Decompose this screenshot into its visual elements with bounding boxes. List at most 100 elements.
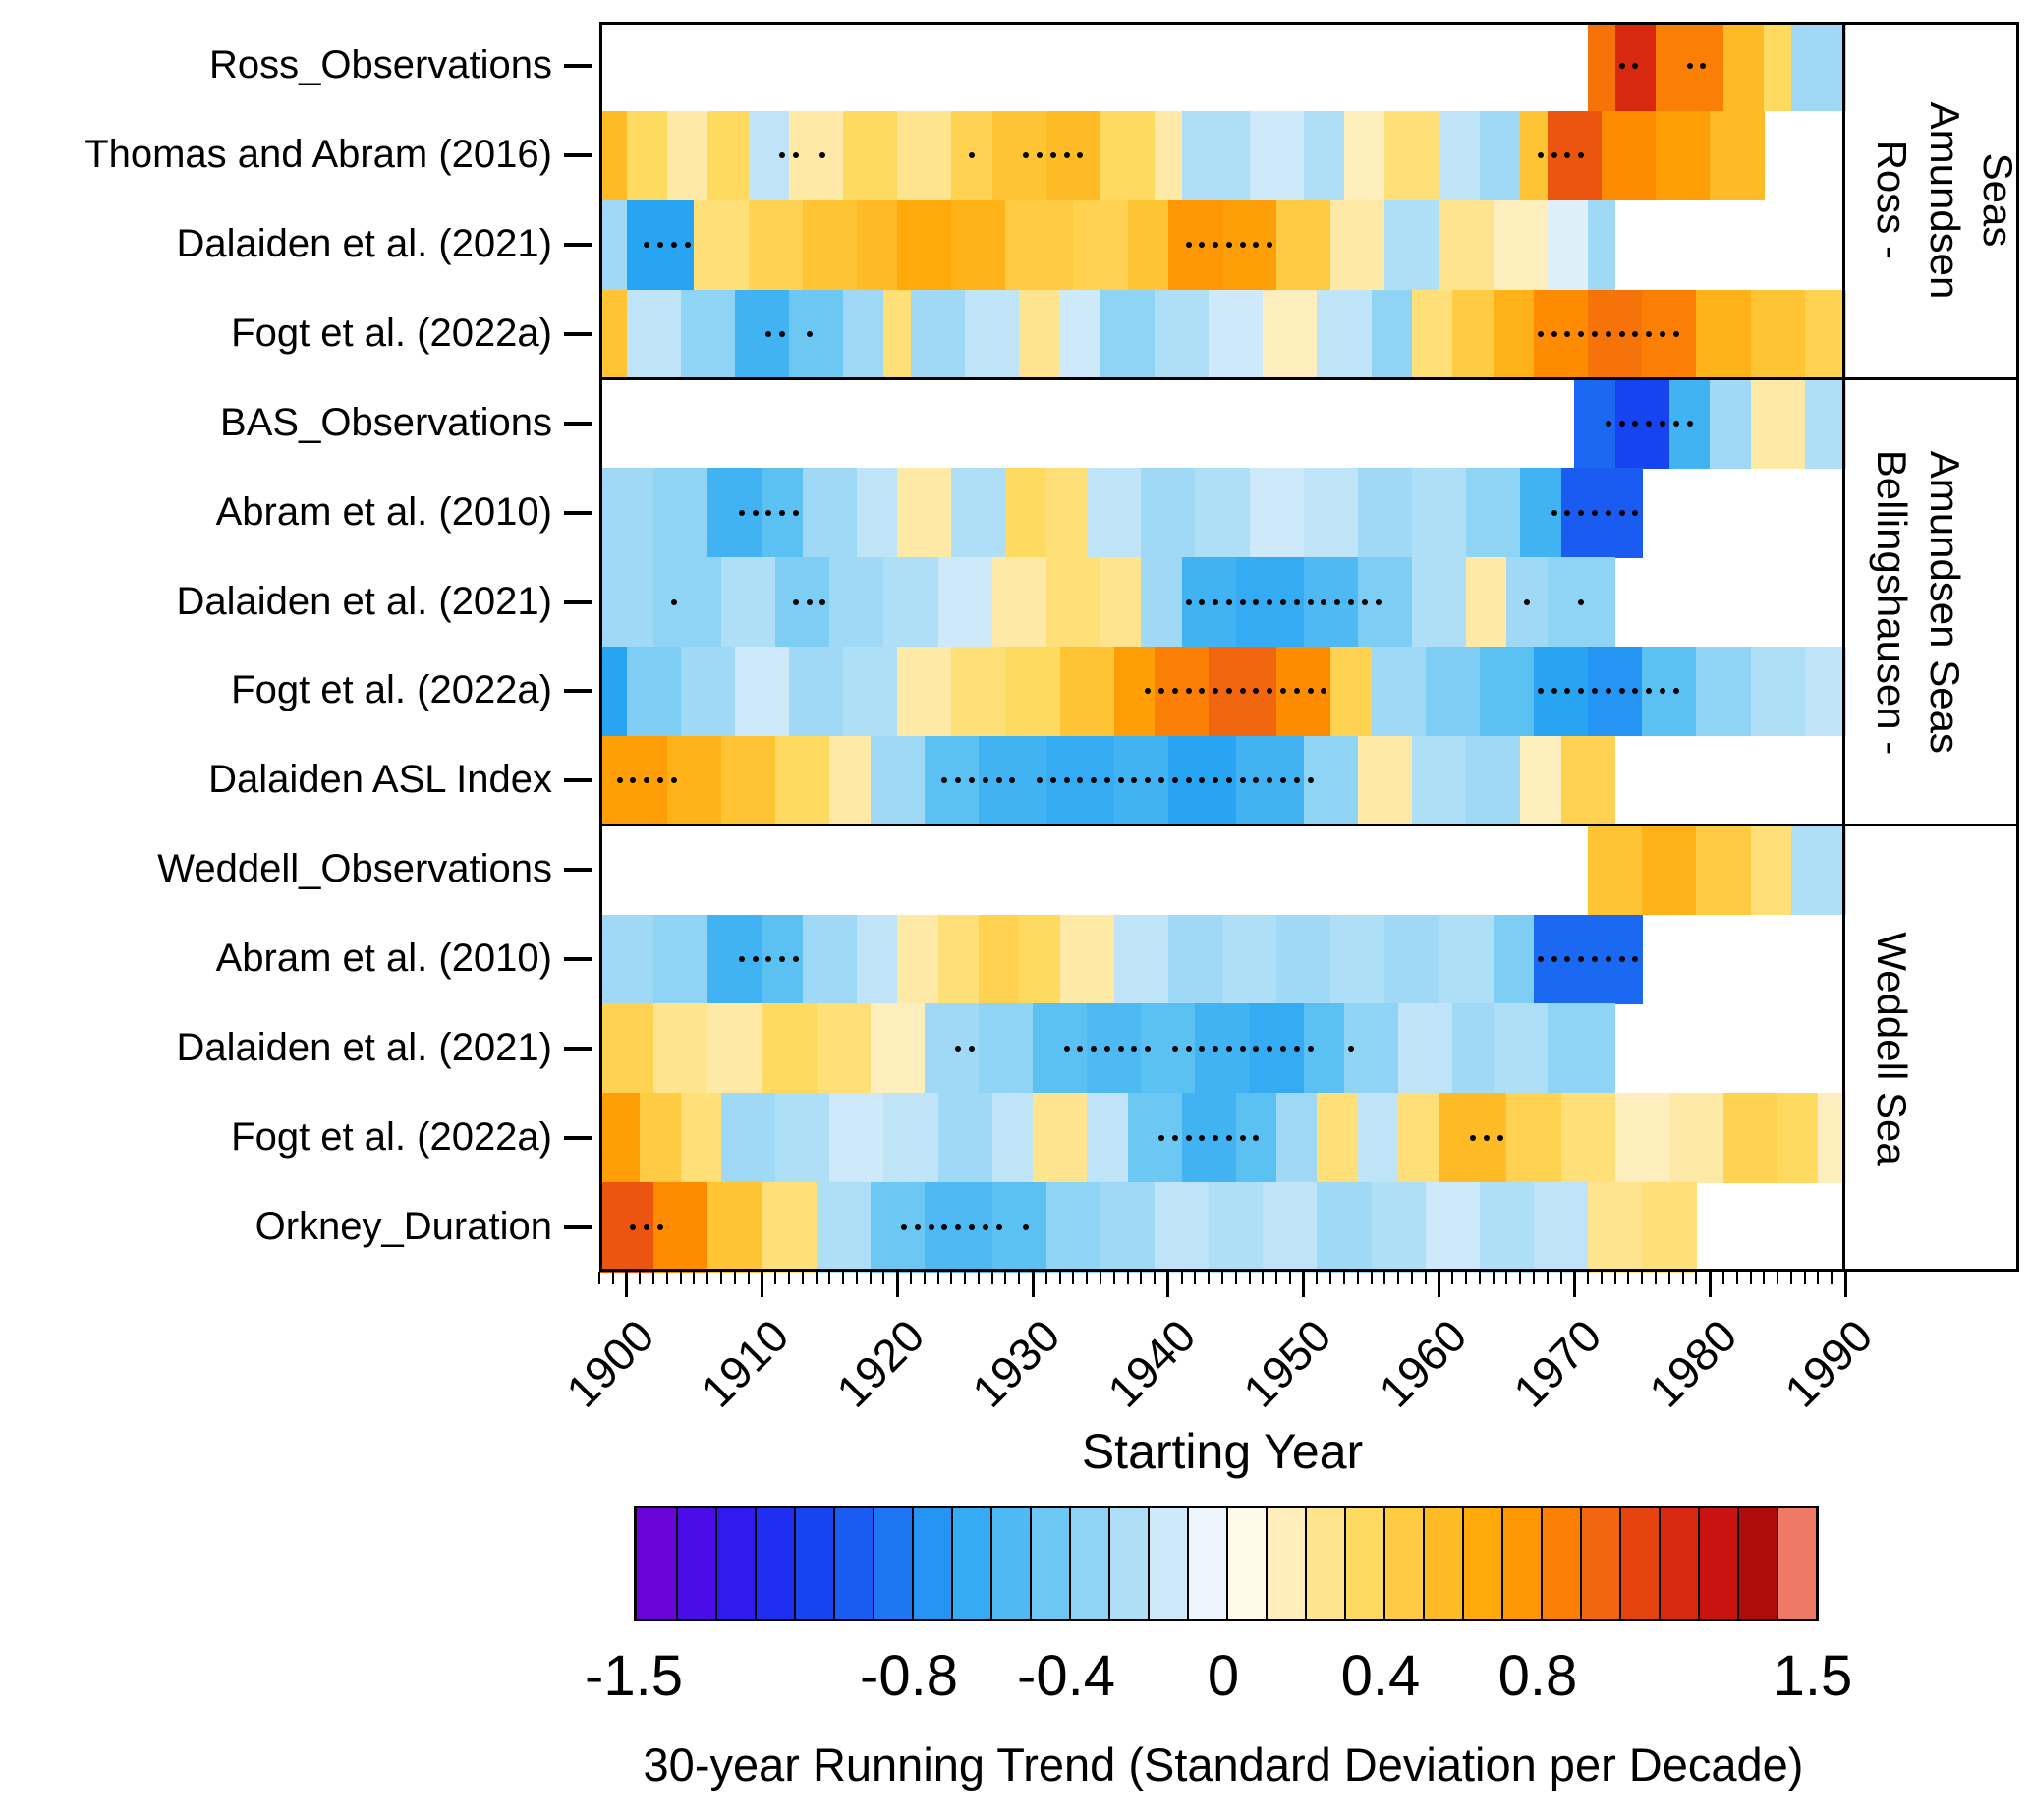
heatmap-cell <box>1059 289 1101 380</box>
heatmap-cell <box>1642 825 1697 916</box>
heatmap-cell <box>1303 468 1359 558</box>
heatmap-cell <box>1777 1093 1820 1183</box>
panel-separator <box>599 824 2019 827</box>
significance-dot <box>1171 1134 1178 1141</box>
heatmap-cell <box>1466 557 1508 648</box>
significance-dot <box>1280 598 1287 605</box>
significance-dot <box>1063 777 1070 784</box>
significance-dot <box>1592 509 1599 516</box>
row-tick <box>564 153 592 158</box>
significance-dot <box>1117 1045 1124 1052</box>
colorbar-segment <box>1030 1508 1069 1619</box>
significance-dot <box>819 152 826 159</box>
significance-dot <box>1632 688 1639 695</box>
colorbar-segment <box>676 1508 715 1619</box>
x-tick <box>1613 1272 1616 1284</box>
x-tick <box>1140 1272 1143 1284</box>
heatmap-cell <box>1317 1182 1373 1273</box>
heatmap-cell <box>1493 289 1535 380</box>
x-tick <box>895 1272 899 1297</box>
significance-dot <box>1293 1045 1300 1052</box>
x-tick <box>1018 1272 1021 1284</box>
significance-dot <box>792 152 799 159</box>
x-tick <box>760 1272 763 1297</box>
x-tick-label: 1990 <box>1775 1309 1883 1417</box>
x-tick <box>882 1272 885 1284</box>
row-label: Orkney_Duration <box>254 1204 552 1248</box>
significance-dot <box>1023 1223 1030 1230</box>
heatmap-cell <box>1588 199 1616 291</box>
significance-dot <box>982 777 988 784</box>
significance-dot <box>1103 1045 1110 1052</box>
colorbar-tick-label: -0.8 <box>860 1644 958 1708</box>
significance-dot <box>1632 509 1639 516</box>
x-tick <box>1587 1272 1590 1284</box>
row-label: Abram et al. (2010) <box>215 937 552 980</box>
significance-dot <box>1564 509 1571 516</box>
heatmap-cell <box>1045 1182 1101 1273</box>
heatmap-cell <box>856 199 898 291</box>
significance-dot <box>1239 598 1246 605</box>
row-tick <box>564 421 592 426</box>
heatmap-cell <box>1249 110 1305 201</box>
x-tick <box>1695 1272 1698 1284</box>
significance-dot <box>1049 777 1056 784</box>
heatmap-cell <box>1466 468 1521 558</box>
significance-dot <box>1632 331 1639 337</box>
significance-dot <box>1700 63 1707 70</box>
significance-dot <box>914 1223 921 1230</box>
heatmap-cell <box>748 199 804 291</box>
heatmap-cell <box>937 914 980 1005</box>
heatmap-cell <box>775 1093 830 1183</box>
significance-dot <box>1036 152 1043 159</box>
colorbar-segment <box>1226 1508 1266 1619</box>
heatmap-cell <box>1560 468 1643 558</box>
x-tick <box>1831 1272 1834 1284</box>
x-tick <box>747 1272 750 1284</box>
heatmap-cell <box>1073 199 1129 291</box>
row-label: Fogt et al. (2022a) <box>231 312 552 355</box>
x-tick <box>1166 1272 1170 1297</box>
x-tick <box>639 1272 642 1284</box>
heatmap-cell <box>599 468 654 558</box>
significance-dot <box>1307 1045 1314 1052</box>
heatmap-cell <box>1398 1003 1453 1094</box>
significance-dot <box>995 777 1002 784</box>
heatmap-cell <box>843 289 885 380</box>
x-tick <box>1004 1272 1007 1284</box>
significance-dot <box>779 509 786 516</box>
significance-dot <box>969 1045 976 1052</box>
heatmap-cell <box>1357 1093 1399 1183</box>
heatmap-cell <box>653 1003 708 1094</box>
significance-dot <box>1646 420 1653 427</box>
heatmap-cell <box>1249 468 1305 558</box>
heatmap-cell <box>1087 468 1142 558</box>
x-tick-label: 1900 <box>555 1309 664 1417</box>
significance-dot <box>1117 777 1124 784</box>
significance-dot <box>752 509 759 516</box>
heatmap-cell <box>1155 110 1183 201</box>
heatmap-cell <box>599 557 654 648</box>
heatmap-cell <box>721 557 776 648</box>
heatmap-cell <box>802 199 858 291</box>
significance-dot <box>928 1223 934 1230</box>
x-tick <box>1465 1272 1468 1284</box>
heatmap-cell <box>1276 914 1331 1005</box>
x-tick <box>1641 1272 1644 1284</box>
heatmap-cell <box>1520 735 1562 826</box>
row-tick <box>564 689 592 694</box>
x-tick <box>855 1272 858 1284</box>
significance-dot <box>1321 598 1327 605</box>
significance-dot <box>1280 1045 1287 1052</box>
colorbar <box>634 1506 1819 1621</box>
heatmap-cell <box>1764 22 1792 112</box>
significance-dot <box>1334 598 1341 605</box>
heatmap-cell <box>1452 1003 1495 1094</box>
colorbar-segment <box>1305 1508 1344 1619</box>
colorbar-segment <box>1698 1508 1737 1619</box>
significance-dot <box>1171 688 1178 695</box>
heatmap-cell <box>680 1093 722 1183</box>
x-tick-label: 1980 <box>1639 1309 1747 1417</box>
heatmap-cell <box>1466 735 1521 826</box>
x-tick-label: 1970 <box>1503 1309 1611 1417</box>
